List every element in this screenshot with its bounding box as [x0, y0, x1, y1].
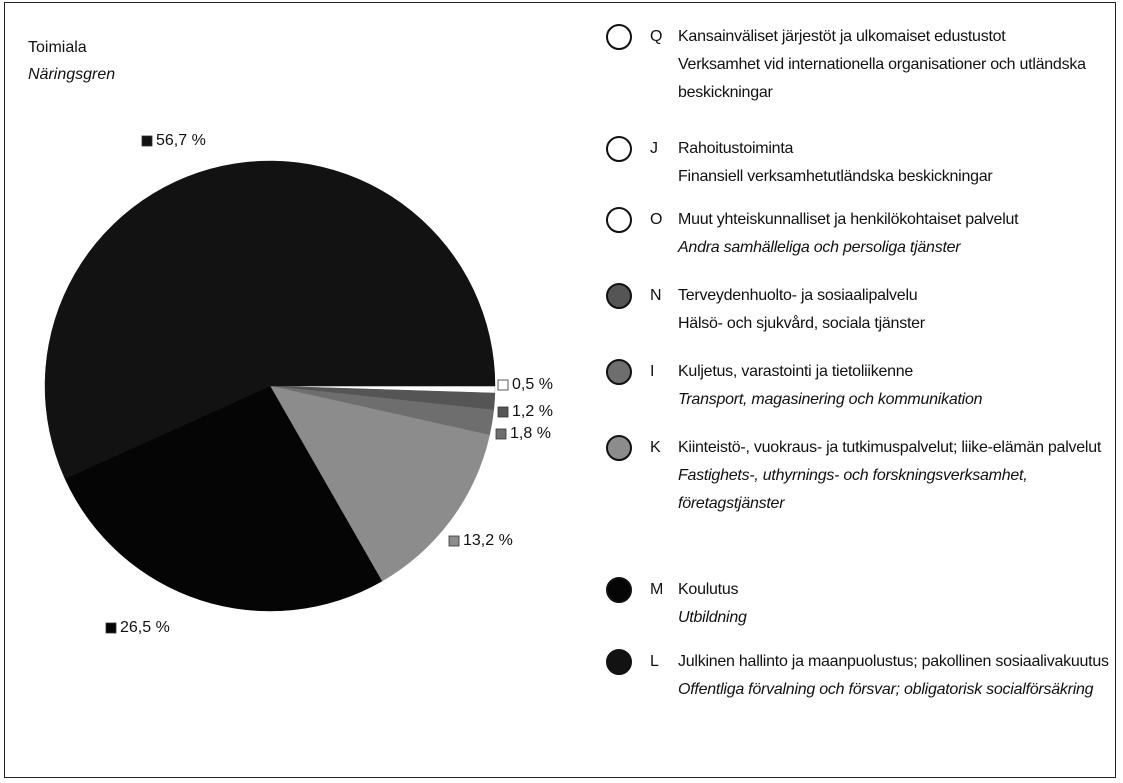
- legend-code: J: [650, 140, 658, 157]
- data-label: 1,2 %: [512, 403, 553, 420]
- legend-code: Q: [650, 28, 663, 45]
- label-swatch: [141, 135, 153, 147]
- legend-name: Muut yhteiskunnalliset ja henkilökohtais…: [678, 211, 1019, 228]
- pie-slice: [64, 385, 383, 612]
- legend-marker: [606, 283, 632, 309]
- legend-marker: [606, 577, 632, 603]
- legend-name: Julkinen hallinto ja maanpuolustus; pako…: [678, 653, 1109, 670]
- legend-text: Kuljetus, varastointi ja tietoliikenne Tr…: [678, 358, 1118, 414]
- data-label: 56,7 %: [156, 132, 206, 149]
- legend-text: Koulutus Utbildning: [678, 576, 1118, 632]
- legend-marker: [606, 435, 632, 461]
- legend-name: Rahoitustoiminta: [678, 140, 794, 157]
- chart-title: Toimiala: [28, 39, 87, 56]
- pie-slice: [44, 160, 496, 480]
- legend-name-sv: Hälsö- och sjukvård, sociala tjänster: [678, 315, 925, 332]
- legend-code: K: [650, 439, 661, 456]
- legend-marker: [606, 24, 632, 50]
- legend-code: M: [650, 581, 664, 598]
- legend-name: Kansainväliset järjestöt ja ulkomaiset e…: [678, 28, 1006, 45]
- label-swatch: [448, 535, 460, 547]
- legend-text: Kiinteistö-, vuokraus- ja tutkimuspalvel…: [678, 434, 1118, 518]
- label-swatch: [105, 622, 117, 634]
- legend-name-sv: Verksamhet vid internationella organisat…: [678, 56, 1086, 101]
- data-label: 1,8 %: [510, 425, 551, 442]
- legend-marker: [606, 136, 632, 162]
- legend-name-sv: Utbildning: [678, 609, 747, 626]
- data-label: 26,5 %: [120, 619, 170, 636]
- legend-code: L: [650, 653, 659, 670]
- data-label: 13,2 %: [463, 532, 513, 549]
- frame: [4, 2, 1116, 778]
- legend-text: Julkinen hallinto ja maanpuolustus; pako…: [678, 648, 1118, 704]
- legend-name-sv: Fastighets-, uthyrnings- och forskningsv…: [678, 467, 1028, 512]
- legend-marker: [606, 359, 632, 385]
- pie-slice: [269, 385, 490, 582]
- label-swatch: [495, 428, 507, 440]
- legend-name-sv: Transport, magasinering och kommunikatio…: [678, 391, 983, 408]
- legend-code: N: [650, 287, 662, 304]
- legend-marker: [606, 207, 632, 233]
- legend-name: Koulutus: [678, 581, 739, 598]
- legend-name: Terveydenhuolto- ja sosiaalipalvelu: [678, 287, 918, 304]
- legend-name-sv: Finansiell verksamhetutländska beskickni…: [678, 168, 993, 185]
- legend-text: Kansainväliset järjestöt ja ulkomaiset e…: [678, 23, 1118, 107]
- label-swatch: [497, 406, 509, 418]
- legend-marker: [606, 649, 632, 675]
- data-label: 0,5 %: [512, 376, 553, 393]
- legend-code: I: [650, 363, 655, 380]
- legend-text: Rahoitustoiminta Finansiell verksamhetutl…: [678, 135, 1118, 191]
- legend-name: Kiinteistö-, vuokraus- ja tutkimuspalvel…: [678, 439, 1102, 456]
- legend-text: Muut yhteiskunnalliset ja henkilökohtais…: [678, 206, 1118, 262]
- legend-name-sv: Offentliga förvalning och försvar; oblig…: [678, 681, 1094, 698]
- legend-code: O: [650, 211, 663, 228]
- chart-subtitle: Näringsgren: [28, 66, 115, 83]
- legend-text: Terveydenhuolto- ja sosiaalipalvelu Hälsö…: [678, 282, 1118, 338]
- legend-name-sv: Andra samhälleliga och persoliga tjänste…: [678, 239, 961, 256]
- legend-name: Kuljetus, varastointi ja tietoliikenne: [678, 363, 914, 380]
- label-swatch: [497, 379, 509, 391]
